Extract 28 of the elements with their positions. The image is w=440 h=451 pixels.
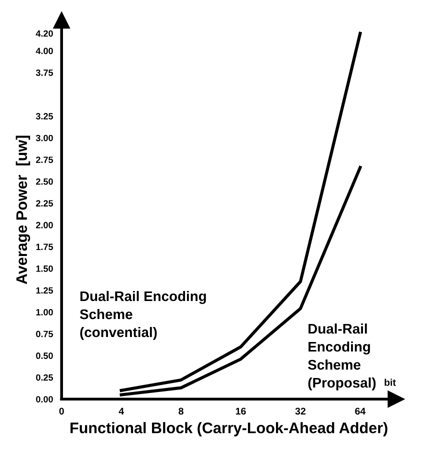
series-label: Dual-Rail Encoding Scheme (convential): [80, 290, 206, 340]
y-tick-label: 0.50: [36, 352, 53, 359]
annotation: bit: [384, 378, 396, 386]
y-tick-label: 3.00: [36, 134, 53, 142]
y-tick-label: 1.00: [36, 309, 53, 316]
y-tick-label: 4.00: [36, 48, 53, 54]
y-tick-label: 1.50: [36, 265, 53, 272]
x-tick-label: 16: [236, 408, 246, 415]
x-tick-label: 0: [59, 408, 64, 415]
x-tick-label: 64: [355, 408, 366, 415]
y-tick-label: 3.25: [36, 113, 54, 120]
y-tick-label: 2.50: [36, 178, 53, 185]
x-tick-label: 8: [178, 408, 184, 415]
y-tick-label: 0.25: [36, 374, 54, 381]
y-tick-label: 1.25: [36, 287, 54, 294]
y-tick-label: 2.25: [36, 200, 54, 207]
y-tick-label: 2.00: [36, 222, 53, 228]
y-tick-label: 0.00: [36, 396, 53, 402]
y-tick-label: 3.75: [36, 70, 54, 76]
y-tick-label: 4.20: [36, 30, 53, 37]
y-tick-label: 0.75: [36, 330, 54, 338]
series-label: Dual-Rail Encoding Scheme (Proposal): [308, 323, 376, 390]
y-axis-title: Average Power [uw]: [16, 136, 30, 284]
y-tick-label: 2.75: [36, 156, 54, 163]
x-axis-title: Functional Block (Carry-Look-Ahead Adder): [70, 422, 388, 436]
y-tick-label: 1.75: [36, 244, 54, 250]
x-tick-label: 4: [118, 408, 124, 415]
x-tick-label: 32: [295, 408, 306, 415]
